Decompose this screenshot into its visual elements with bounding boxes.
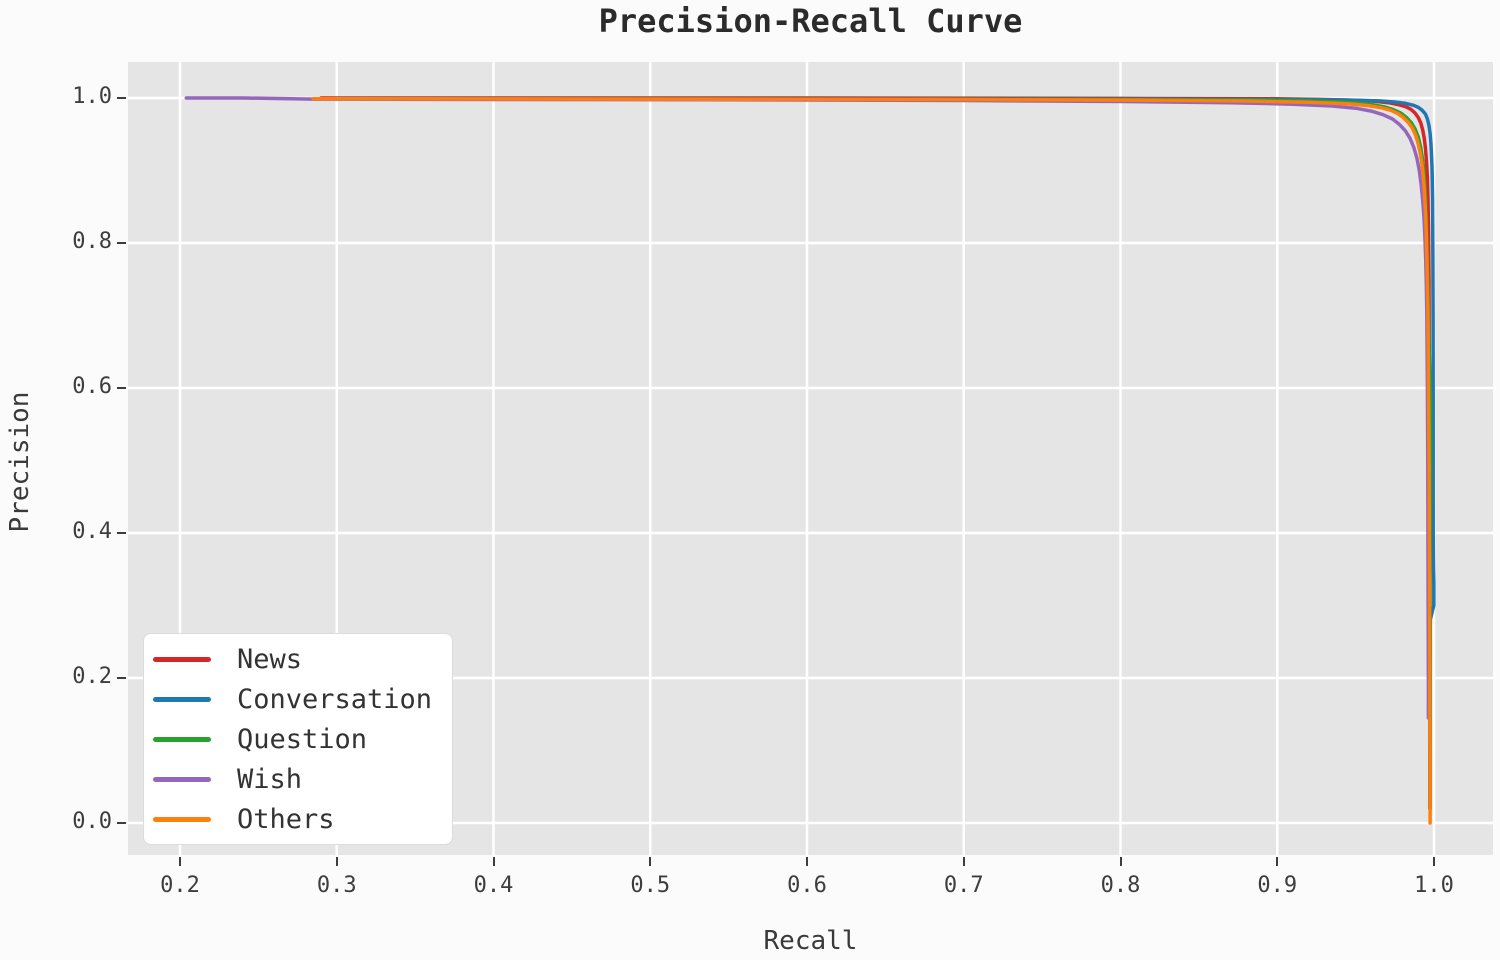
y-tick-mark — [117, 242, 126, 244]
x-tick-mark — [492, 857, 495, 866]
y-tick-label: 0.4 — [72, 519, 112, 544]
x-tick-mark — [806, 857, 808, 866]
x-tick-label: 0.6 — [787, 873, 827, 898]
pr-curve-canvas — [128, 62, 1493, 855]
x-tick-mark — [1433, 857, 1435, 866]
legend-swatch-conversation — [153, 696, 211, 702]
x-axis-label: Recall — [763, 926, 858, 956]
y-tick-mark — [117, 387, 126, 389]
x-tick-mark — [335, 857, 338, 866]
legend: News Conversation Question Wish Others — [143, 633, 454, 845]
y-tick-label: 0.2 — [72, 664, 112, 689]
curve-news — [319, 96, 1432, 811]
legend-row-question: Question — [144, 719, 452, 759]
legend-label-conversation: Conversation — [237, 683, 433, 715]
y-tick-label: 0.8 — [72, 229, 112, 254]
curve-conversation — [334, 96, 1436, 811]
x-tick-mark — [1119, 857, 1122, 866]
legend-label-wish: Wish — [237, 763, 303, 795]
x-tick-label: 0.9 — [1257, 873, 1298, 898]
x-tick-mark — [962, 857, 965, 866]
x-tick-mark — [1276, 857, 1279, 866]
legend-label-others: Others — [237, 803, 335, 835]
x-tick-label: 0.4 — [473, 873, 514, 898]
x-tick-label: 0.2 — [160, 873, 200, 898]
y-axis-label: Precision — [5, 391, 35, 533]
legend-row-news: News — [144, 639, 452, 679]
x-tick-label: 0.7 — [943, 873, 984, 898]
legend-row-wish: Wish — [144, 759, 452, 799]
x-tick-label: 0.5 — [630, 873, 671, 898]
legend-label-news: News — [237, 643, 303, 675]
x-tick-label: 1.0 — [1414, 873, 1454, 898]
y-tick-label: 0.0 — [72, 809, 112, 834]
x-tick-mark — [179, 857, 181, 866]
legend-swatch-question — [153, 736, 211, 742]
y-tick-mark — [117, 677, 126, 679]
legend-swatch-wish — [153, 776, 211, 782]
legend-row-others: Others — [144, 799, 452, 839]
legend-row-conversation: Conversation — [144, 679, 452, 719]
x-tick-mark — [649, 857, 652, 866]
legend-swatch-others — [153, 816, 211, 822]
chart-title: Precision-Recall Curve — [598, 2, 1023, 40]
legend-swatch-news — [153, 656, 211, 662]
x-tick-label: 0.8 — [1100, 873, 1141, 898]
y-tick-mark — [117, 532, 126, 534]
y-tick-mark — [117, 97, 126, 99]
y-tick-mark — [117, 822, 126, 824]
curve-others — [311, 96, 1432, 825]
legend-label-question: Question — [237, 723, 368, 755]
curve-question — [311, 97, 1433, 811]
y-tick-label: 1.0 — [72, 84, 112, 109]
y-tick-label: 0.6 — [72, 374, 112, 399]
x-tick-label: 0.3 — [316, 873, 357, 898]
